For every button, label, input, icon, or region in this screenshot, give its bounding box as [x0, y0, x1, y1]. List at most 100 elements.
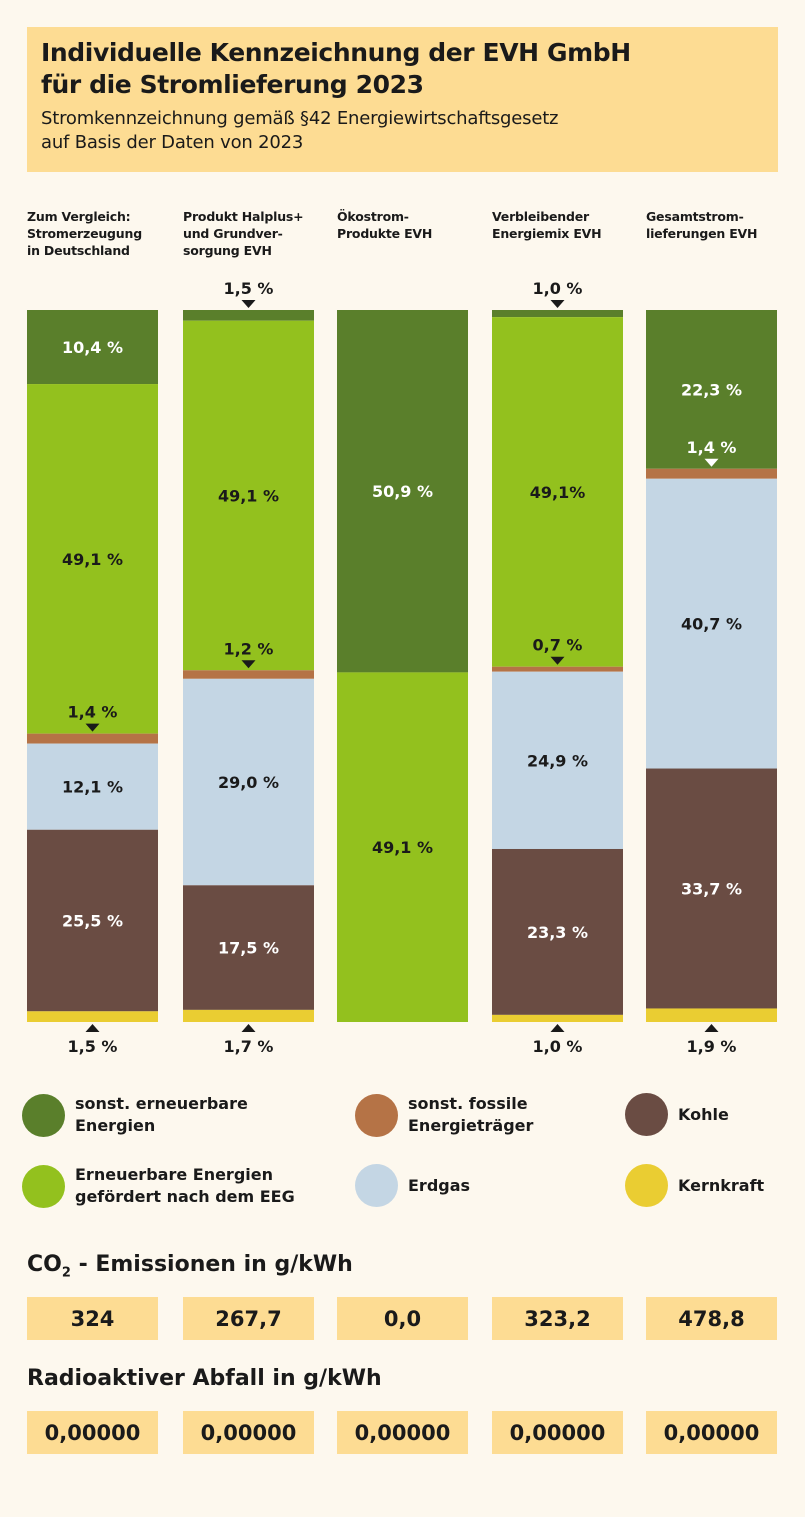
- data-label-sonst-ee: 50,9 %: [372, 482, 433, 501]
- legend-label: Kohle: [678, 1104, 729, 1124]
- data-label-fossil: 1,4 %: [687, 438, 737, 457]
- label-arrow: [550, 1024, 565, 1032]
- legend-sonst-erneuerbare: sonst. erneuerbare Energien: [22, 1093, 248, 1137]
- co2-title-subscript: 2: [61, 1265, 71, 1281]
- label-arrow: [550, 300, 565, 308]
- data-label-sonst-ee: 22,3 %: [681, 380, 742, 399]
- data-label-kernkraft: 1,7 %: [224, 1037, 274, 1056]
- legend-label: Erneuerbare Energien gefördert nach dem …: [75, 1165, 295, 1206]
- bar-segment-kohle: [27, 829, 158, 1012]
- bar-segment-erdgas: [646, 478, 777, 769]
- bar-segment-sonst-ee: [27, 310, 158, 385]
- label-arrow: [241, 1024, 256, 1032]
- data-label-kernkraft: 1,9 %: [687, 1037, 737, 1056]
- bar-segment-kernkraft: [183, 1009, 314, 1022]
- bar-segment-kohle: [492, 848, 623, 1015]
- data-label-kernkraft: 1,0 %: [533, 1037, 583, 1056]
- header-box: Individuelle Kennzeichnung der EVH GmbH …: [27, 27, 778, 172]
- page-title: Individuelle Kennzeichnung der EVH GmbH …: [41, 37, 778, 101]
- legend-erdgas: Erdgas: [355, 1164, 470, 1207]
- column-title-oekostrom: Ökostrom- Produkte EVH: [337, 209, 433, 241]
- waste-value: 0,00000: [337, 1411, 468, 1454]
- page-subtitle: Stromkennzeichnung gemäß §42 Energiewirt…: [41, 107, 778, 155]
- legend-swatch: [355, 1164, 398, 1207]
- bar-segment-fossil: [492, 666, 623, 672]
- legend-kernkraft: Kernkraft: [625, 1164, 764, 1207]
- label-arrow: [704, 458, 719, 467]
- legend-swatch: [625, 1164, 668, 1207]
- label-arrow: [241, 660, 256, 669]
- subtitle-line-1: Stromkennzeichnung gemäß §42 Energiewirt…: [41, 108, 559, 129]
- co2-title-rest: - Emissionen in g/kWh: [70, 1252, 353, 1277]
- legend-kohle: Kohle: [625, 1093, 729, 1136]
- co2-value: 324: [27, 1297, 158, 1340]
- data-label-kernkraft: 1,5 %: [68, 1037, 118, 1056]
- data-label-fossil: 1,4 %: [68, 703, 118, 722]
- waste-value: 0,00000: [183, 1411, 314, 1454]
- bar-segment-erdgas: [27, 743, 158, 830]
- column-title-halplus: Produkt Halplus+ und Grundver- sorgung E…: [183, 209, 304, 258]
- co2-value: 323,2: [492, 1297, 623, 1340]
- subtitle-line-2: auf Basis der Daten von 2023: [41, 132, 304, 153]
- title-line-2: für die Stromlieferung 2023: [41, 70, 424, 99]
- bar-segment-sonst-ee: [646, 310, 777, 469]
- legend-label: Kernkraft: [678, 1175, 765, 1195]
- data-label-fossil: 0,7 %: [533, 636, 583, 655]
- bar-segment-eeg: [183, 320, 314, 671]
- label-arrow: [704, 1024, 719, 1032]
- data-label-kohle: 33,7 %: [681, 880, 742, 899]
- bar-segment-sonst-ee: [492, 310, 623, 318]
- bar-segment-eeg: [27, 384, 158, 734]
- bar-segment-fossil: [646, 468, 777, 479]
- bar-segment-kohle: [183, 885, 314, 1010]
- legend-eeg: Erneuerbare Energien gefördert nach dem …: [22, 1164, 295, 1208]
- bar-segment-kernkraft: [27, 1011, 158, 1022]
- data-label-eeg: 49,1 %: [218, 486, 279, 505]
- label-arrow: [85, 723, 100, 732]
- column-title-restmix: Verbleibender Energiemix EVH: [492, 209, 602, 241]
- data-label-eeg: 49,1%: [530, 483, 586, 502]
- label-arrow: [550, 656, 565, 665]
- bar-segment-eeg: [492, 317, 623, 667]
- data-label-sonst-ee: 1,5 %: [224, 279, 274, 298]
- bar-segment-fossil: [27, 733, 158, 744]
- bar-segment-erdgas: [492, 671, 623, 849]
- data-label-kohle: 25,5 %: [62, 912, 123, 931]
- legend-sonst-fossile: sonst. fossile Energieträger: [355, 1093, 533, 1137]
- co2-title-prefix: CO: [27, 1252, 62, 1277]
- data-label-eeg: 49,1 %: [62, 550, 123, 569]
- co2-value: 0,0: [337, 1297, 468, 1340]
- legend-swatch: [22, 1164, 65, 1208]
- bar-segment-kernkraft: [492, 1014, 623, 1022]
- data-label-sonst-ee: 1,0 %: [533, 279, 583, 298]
- data-label-fossil: 1,2 %: [224, 639, 274, 658]
- legend-swatch: [355, 1093, 398, 1137]
- label-arrow: [85, 1024, 100, 1032]
- waste-value: 0,00000: [27, 1411, 158, 1454]
- bar-segment-sonst-ee: [337, 310, 468, 673]
- legend-label: sonst. erneuerbare Energien: [75, 1094, 248, 1135]
- bar-segment-erdgas: [183, 678, 314, 886]
- data-label-erdgas: 40,7 %: [681, 615, 742, 634]
- label-arrow: [241, 300, 256, 308]
- legend-label: sonst. fossile Energieträger: [408, 1094, 534, 1135]
- title-line-1: Individuelle Kennzeichnung der EVH GmbH: [41, 38, 631, 67]
- data-label-erdgas: 12,1 %: [62, 778, 123, 797]
- data-label-sonst-ee: 10,4 %: [62, 338, 123, 357]
- data-label-kohle: 23,3 %: [527, 923, 588, 942]
- waste-section-title: Radioaktiver Abfall in g/kWh: [27, 1366, 382, 1391]
- data-label-erdgas: 24,9 %: [527, 751, 588, 770]
- column-title-gesamt: Gesamtstrom- lieferungen EVH: [646, 209, 758, 241]
- waste-value: 0,00000: [492, 1411, 623, 1454]
- bar-segment-sonst-ee: [183, 310, 314, 321]
- bar-segment-fossil: [183, 670, 314, 679]
- data-label-eeg: 49,1 %: [372, 838, 433, 857]
- co2-value: 478,8: [646, 1297, 777, 1340]
- stacked-bar-chart: 10,4 % 49,1 % 1,4 % 12,1 % 25,5 % 1,5 % 1,5 % 4…: [27, 279, 777, 1056]
- co2-section-title: CO2 - Emissionen in g/kWh: [27, 1252, 353, 1280]
- legend-swatch: [625, 1093, 668, 1136]
- legend-label: Erdgas: [408, 1175, 471, 1195]
- co2-value: 267,7: [183, 1297, 314, 1340]
- data-label-erdgas: 29,0 %: [218, 773, 279, 792]
- bar-segment-kernkraft: [646, 1008, 777, 1022]
